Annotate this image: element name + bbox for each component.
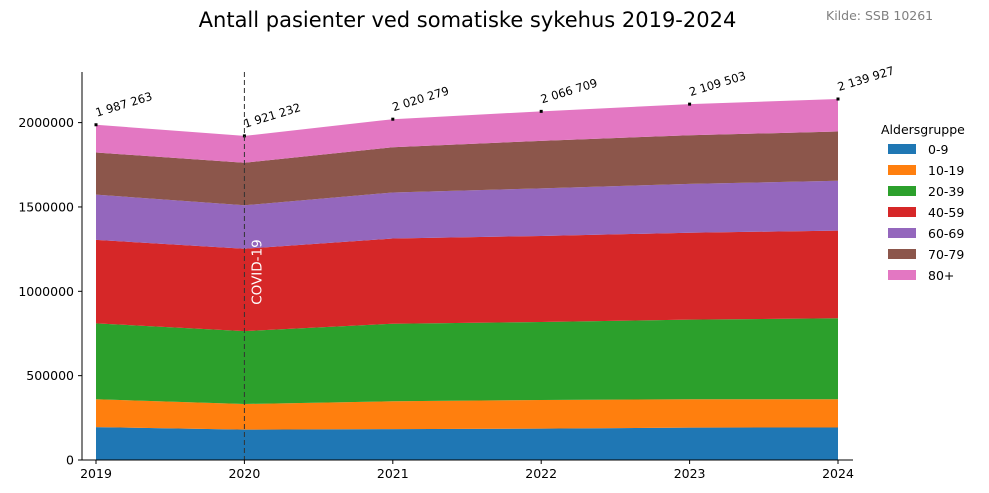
area-series-60-69 (96, 180, 838, 249)
total-marker (242, 134, 246, 138)
legend-label: 70-79 (928, 247, 964, 262)
total-label: 1 987 263 (94, 89, 154, 120)
x-tick-label: 2021 (377, 466, 409, 481)
total-label: 2 139 927 (836, 63, 896, 94)
area-series-70-79 (96, 131, 838, 206)
legend-label: 80+ (928, 268, 954, 283)
covid-annotation: COVID-19 (243, 72, 265, 460)
total-marker (836, 97, 840, 101)
total-label: 2 020 279 (391, 84, 451, 115)
legend-swatch (888, 207, 916, 217)
area-series-0-9 (96, 427, 838, 460)
area-layers (96, 99, 838, 460)
total-marker (539, 109, 543, 113)
x-tick-label: 2022 (525, 466, 557, 481)
legend-swatch (888, 186, 916, 196)
total-label: 2 109 503 (687, 69, 747, 100)
y-tick-label: 2000000 (18, 115, 74, 130)
y-tick-label: 1000000 (18, 284, 74, 299)
legend-swatch (888, 270, 916, 280)
total-label: 2 066 709 (539, 76, 599, 107)
total-label: 1 921 232 (242, 100, 302, 131)
x-tick-label: 2019 (80, 466, 112, 481)
legend-title: Aldersgruppe (881, 122, 965, 137)
area-series-40-59 (96, 230, 838, 332)
legend-swatch (888, 144, 916, 154)
area-series-20-39 (96, 318, 838, 404)
legend-label: 0-9 (928, 142, 948, 157)
y-tick-label: 0 (66, 453, 74, 468)
area-series-10-19 (96, 399, 838, 430)
x-tick-label: 2024 (822, 466, 854, 481)
legend-label: 40-59 (928, 205, 964, 220)
total-marker (94, 123, 98, 127)
total-marker (688, 102, 692, 106)
legend-swatch (888, 165, 916, 175)
area-series-80plus (96, 99, 838, 163)
legend-label: 60-69 (928, 226, 964, 241)
legend-swatch (888, 228, 916, 238)
chart-title: Antall pasienter ved somatiske sykehus 2… (198, 8, 737, 32)
source-note: Kilde: SSB 10261 (826, 8, 934, 23)
legend-label: 20-39 (928, 184, 964, 199)
total-marker (391, 117, 395, 121)
x-tick-label: 2023 (674, 466, 706, 481)
axes: 0 500000 1000000 1500000 2000000 2019 2020 2021… (18, 72, 854, 481)
legend-swatch (888, 249, 916, 259)
covid-label: COVID-19 (249, 239, 265, 304)
legend-label: 10-19 (928, 163, 964, 178)
y-tick-label: 1500000 (18, 199, 74, 214)
y-tick-label: 500000 (26, 368, 74, 383)
x-tick-label: 2020 (228, 466, 260, 481)
legend: Aldersgruppe 0-9 10-19 20-39 40-59 60-69 70-79… (881, 122, 965, 283)
